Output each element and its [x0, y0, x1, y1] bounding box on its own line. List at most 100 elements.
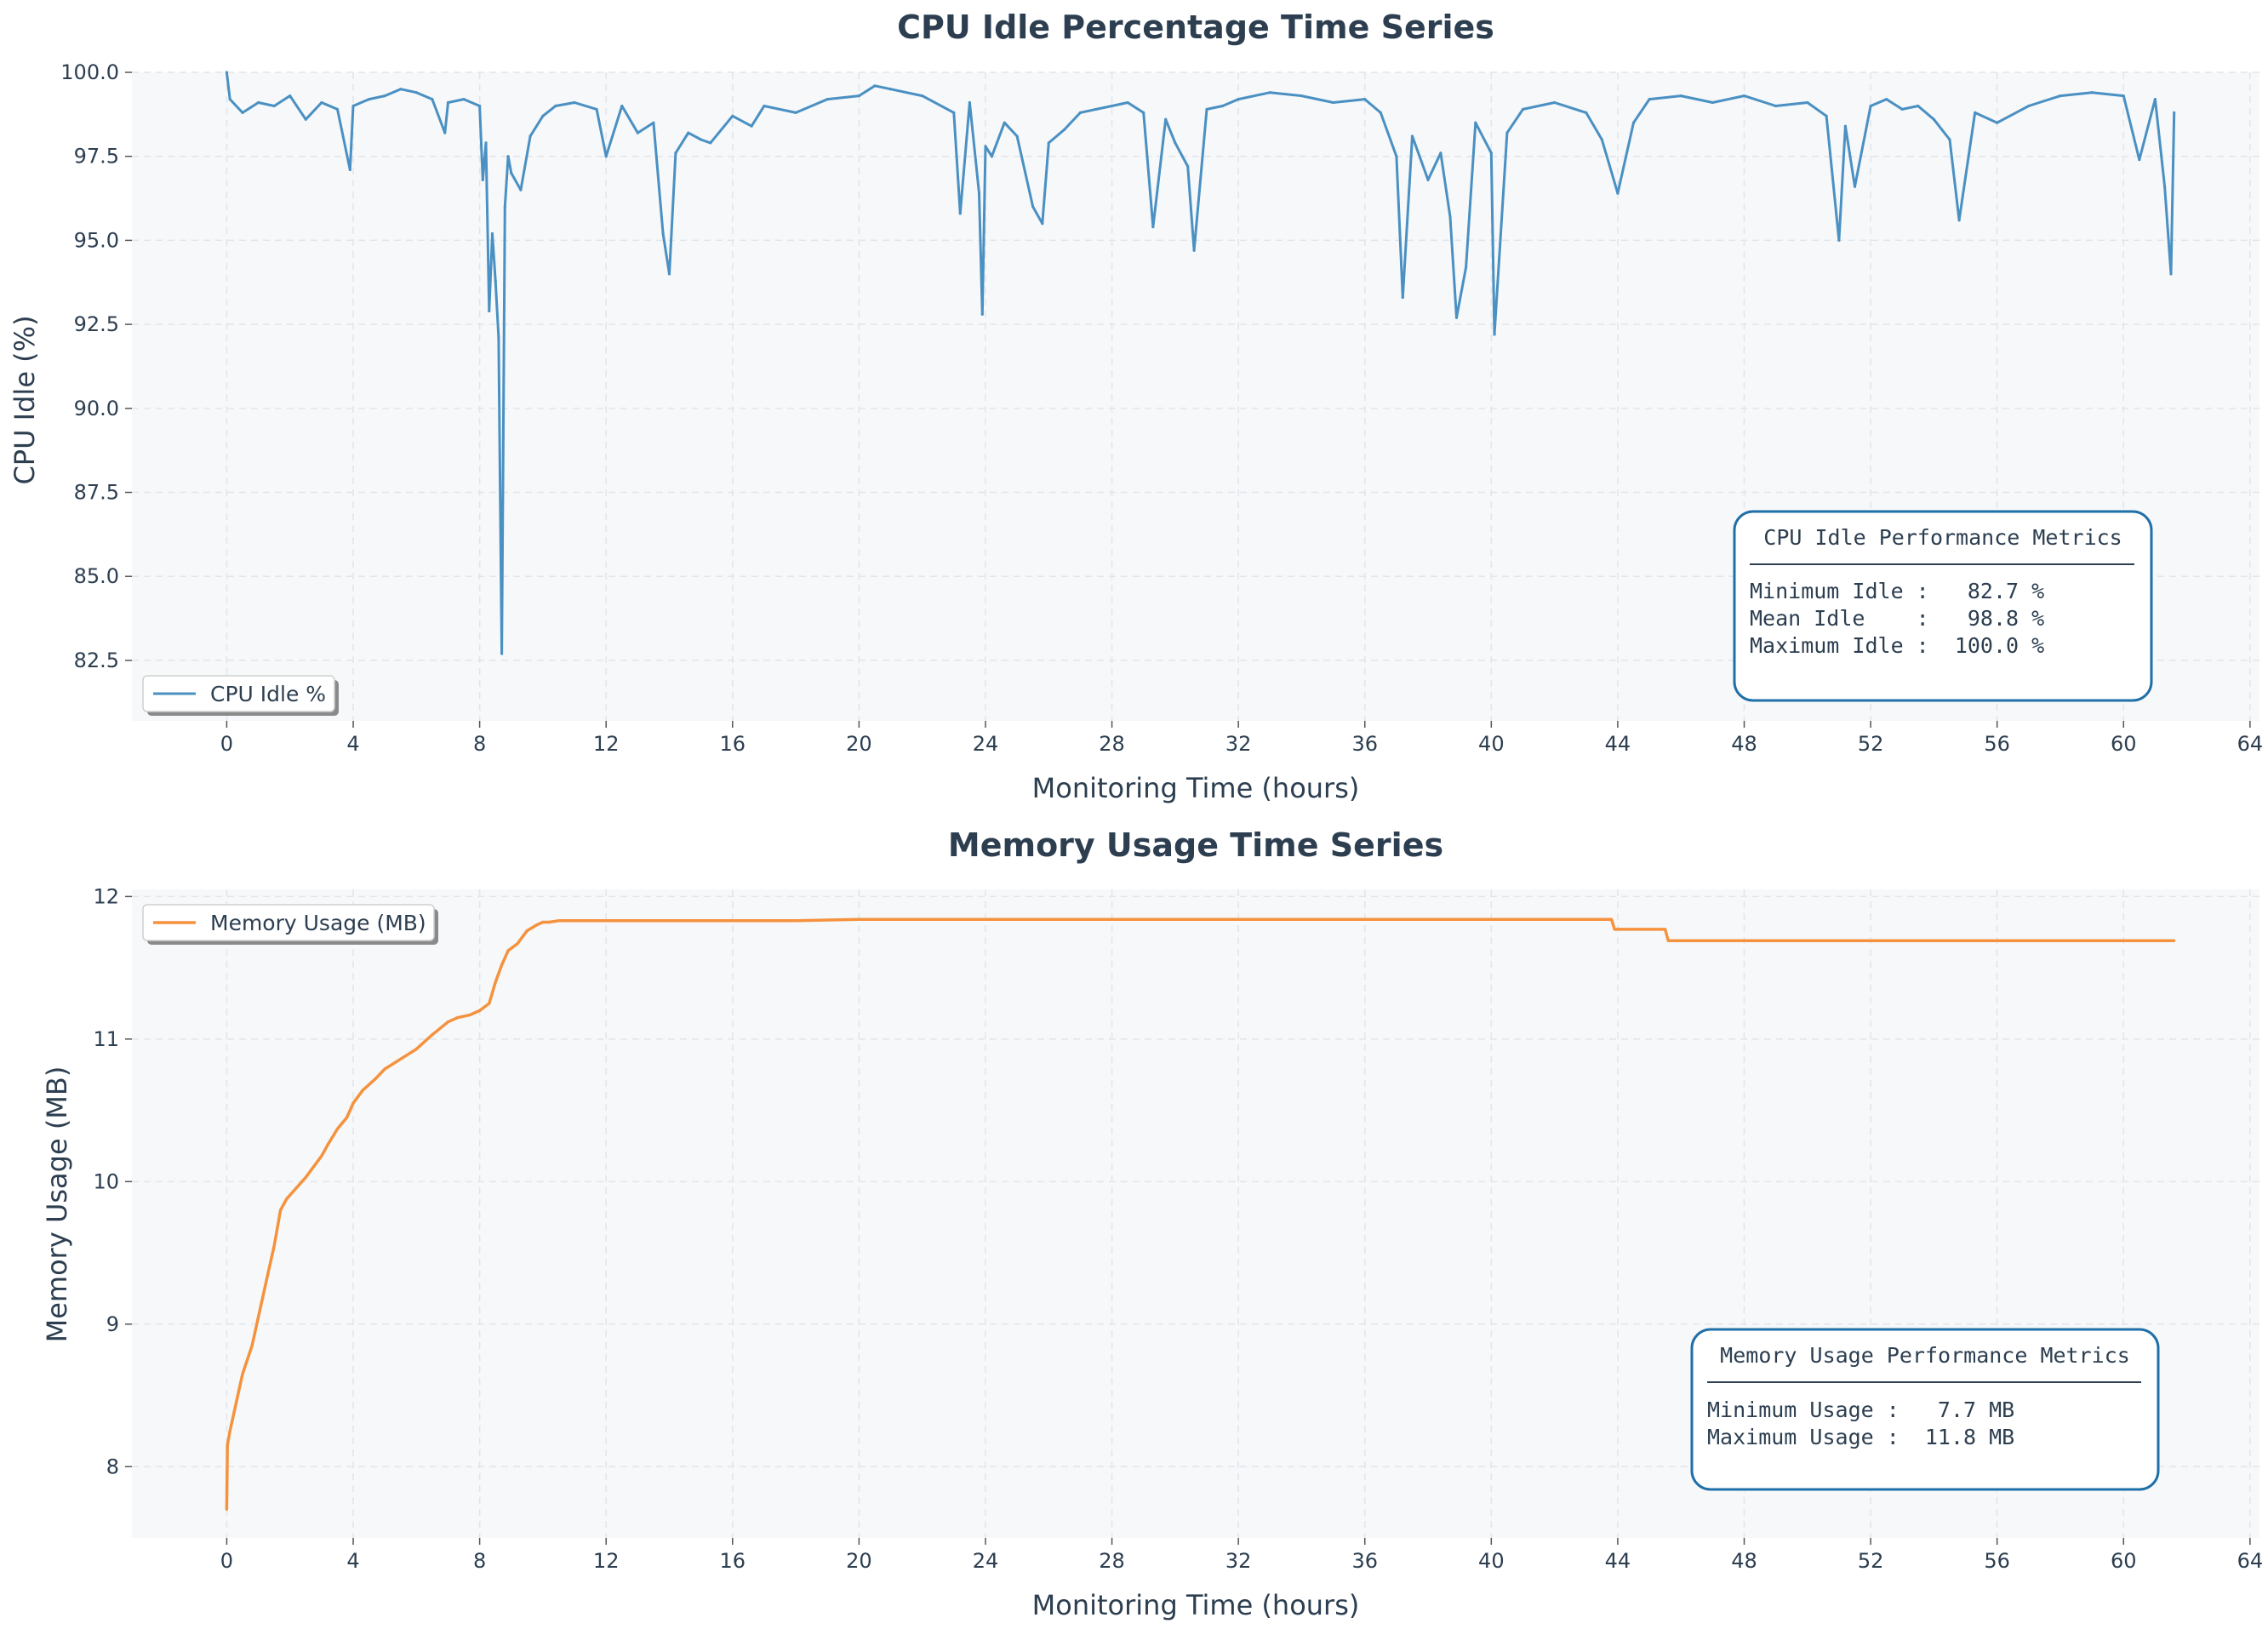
data-point	[731, 919, 734, 923]
x-tick-label: 24	[973, 1549, 999, 1573]
data-point	[1126, 100, 1129, 105]
data-point	[636, 131, 639, 134]
data-point	[573, 919, 576, 923]
data-point	[351, 104, 355, 108]
data-point	[1110, 104, 1114, 108]
data-point	[1186, 164, 1190, 169]
data-point	[228, 97, 231, 101]
data-point	[1174, 141, 1177, 145]
x-tick-label: 64	[2237, 732, 2264, 756]
data-point	[291, 1190, 295, 1193]
data-point	[1616, 191, 1620, 195]
data-point	[2162, 185, 2167, 188]
y-tick-label: 9	[106, 1312, 119, 1336]
data-point	[1932, 117, 1935, 121]
data-point	[952, 111, 956, 114]
x-tick-label: 36	[1351, 732, 1378, 756]
data-point	[488, 1002, 491, 1005]
y-tick-label: 11	[93, 1027, 119, 1051]
data-point	[500, 652, 504, 655]
data-point	[516, 942, 519, 946]
data-point	[1454, 316, 1459, 319]
data-point	[506, 155, 510, 158]
data-point	[1631, 928, 1636, 931]
data-point	[763, 104, 766, 108]
cpu-legend-label: CPU Idle %	[210, 682, 326, 706]
cpu-metric-max: Maximum Idle : 100.0 %	[1750, 633, 2044, 658]
data-point	[304, 117, 307, 121]
data-point	[1900, 107, 1904, 111]
data-point	[414, 1047, 418, 1051]
data-point	[497, 336, 500, 340]
data-point	[1666, 939, 1670, 942]
x-tick-label: 4	[346, 732, 359, 756]
data-point	[1609, 917, 1614, 921]
data-point	[456, 1016, 460, 1020]
data-point	[857, 94, 860, 98]
data-point	[383, 1067, 386, 1071]
x-tick-label: 32	[1225, 1549, 1252, 1573]
data-point	[1885, 97, 1888, 101]
data-point	[595, 107, 598, 111]
data-point	[1015, 134, 1019, 138]
data-point	[857, 917, 860, 921]
data-point	[1164, 117, 1168, 121]
data-point	[888, 88, 893, 91]
x-tick-label: 60	[2111, 1549, 2137, 1573]
memory-metric-max: Maximum Usage : 11.8 MB	[1707, 1425, 2014, 1449]
data-point	[335, 1127, 340, 1130]
x-tick-label: 40	[1478, 732, 1505, 756]
data-point	[547, 920, 551, 924]
data-point	[794, 111, 797, 114]
x-tick-label: 16	[720, 732, 746, 756]
data-point	[921, 94, 924, 98]
data-point	[1047, 141, 1050, 145]
memory-x-ticks: 0 4 8 12 16 20 24 28 32 36 40 44 48 52 56 60 64	[220, 1538, 2263, 1573]
data-point	[368, 97, 371, 101]
data-point	[1631, 121, 1636, 124]
x-tick-label: 12	[593, 732, 620, 756]
data-point	[1474, 121, 1477, 124]
data-point	[1600, 138, 1603, 141]
data-point	[494, 980, 497, 984]
data-point	[304, 1175, 307, 1179]
data-point	[667, 272, 671, 276]
data-point	[256, 1315, 260, 1319]
data-point	[674, 151, 677, 155]
x-tick-label: 0	[220, 732, 233, 756]
data-point	[351, 1101, 355, 1105]
data-point	[1948, 138, 1951, 141]
y-tick-label: 85.0	[74, 564, 119, 588]
data-point	[528, 134, 532, 138]
data-point	[335, 107, 340, 111]
data-point	[256, 100, 260, 105]
data-point	[980, 312, 984, 316]
data-point	[620, 104, 624, 108]
data-point	[1395, 155, 1398, 158]
data-point	[1493, 333, 1496, 336]
data-point	[1003, 121, 1006, 124]
data-point	[1220, 104, 1225, 108]
data-point	[2090, 91, 2094, 94]
data-point	[661, 231, 665, 236]
data-point	[750, 124, 753, 128]
data-point	[525, 929, 528, 933]
memory-metrics-box: Memory Usage Performance Metrics Minimum…	[1690, 1328, 2160, 1491]
x-tick-label: 64	[2237, 1549, 2264, 1573]
x-tick-label: 48	[1731, 1549, 1757, 1573]
data-point	[1974, 111, 1977, 114]
data-point	[285, 1197, 288, 1201]
y-tick-label: 97.5	[74, 145, 119, 169]
data-point	[488, 309, 491, 312]
data-point	[519, 188, 523, 191]
data-point	[541, 114, 545, 117]
x-tick-label: 8	[473, 732, 486, 756]
data-point	[2122, 939, 2125, 942]
data-point	[984, 145, 987, 148]
x-tick-label: 8	[473, 1549, 486, 1573]
memory-data-points	[225, 917, 2176, 1512]
data-point	[228, 1429, 231, 1432]
x-tick-label: 12	[593, 1549, 620, 1573]
data-point	[554, 104, 557, 108]
